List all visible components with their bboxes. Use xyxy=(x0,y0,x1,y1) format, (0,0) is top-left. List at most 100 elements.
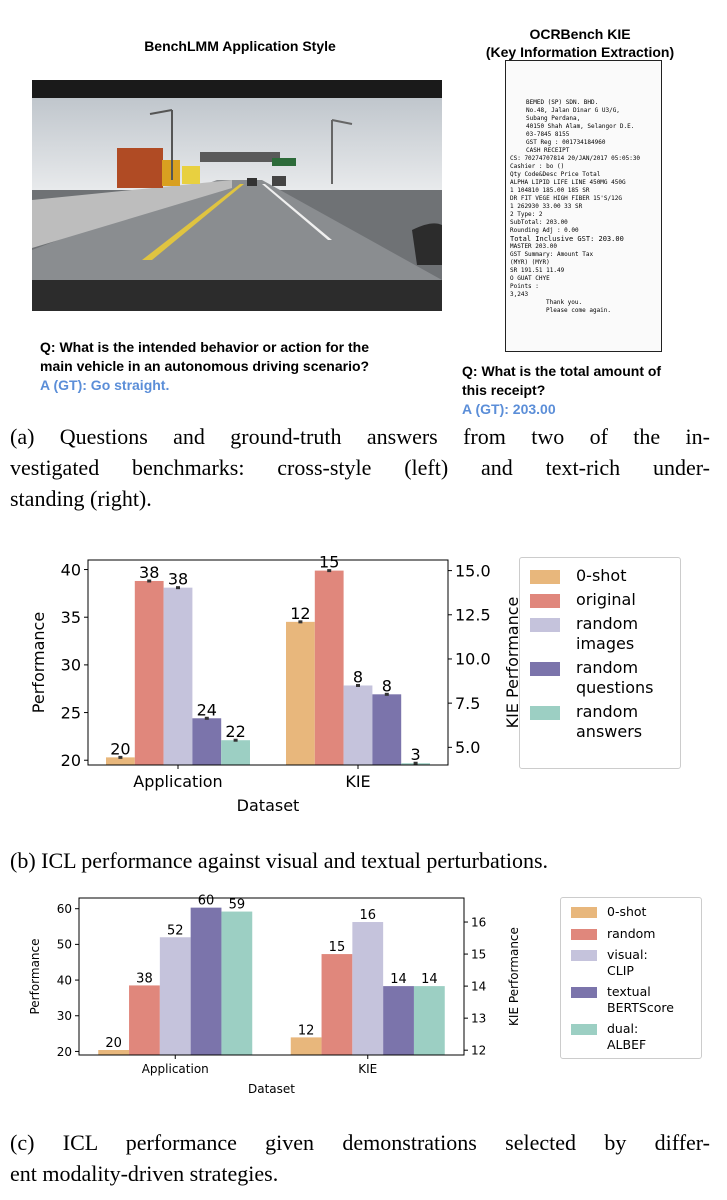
legend-label: dual: ALBEF xyxy=(607,1021,646,1052)
y-tick-label: 40 xyxy=(61,560,81,579)
caption-c-line2: ent modality-driven strategies. xyxy=(10,1161,279,1186)
receipt-line: 3,243 xyxy=(510,291,529,298)
legend-swatch xyxy=(530,570,560,584)
y-right-tick-label: 15 xyxy=(471,947,486,961)
caption-c-line1: (c) ICL performance given demonstrations… xyxy=(10,1130,710,1155)
receipt-line: GST Reg : 001734184960 xyxy=(526,139,606,146)
receipt-line: BEMED (SP) SDN. BHD. xyxy=(526,99,599,106)
caption-b: (b) ICL performance against visual and t… xyxy=(10,848,549,873)
y-right-tick-label: 5.0 xyxy=(455,738,480,757)
legend-label-line: images xyxy=(576,634,635,653)
caption-a-line2: vestigated benchmarks: cross-style (left… xyxy=(10,455,710,480)
bar-data-label: 22 xyxy=(225,722,245,741)
legend-item: random xyxy=(571,926,655,942)
right-image-title-line2: (Key Information Extraction) xyxy=(485,44,675,60)
legend-label-line: answers xyxy=(576,722,643,741)
y-tick-label: 30 xyxy=(61,656,81,675)
legend-label: random questions xyxy=(576,658,653,698)
receipt-line: 2 Type: 2 xyxy=(510,211,543,218)
bar-kie-3 xyxy=(383,986,414,1055)
bar-data-label: 59 xyxy=(229,898,246,913)
receipt-line: Please come again. xyxy=(546,307,612,314)
bar-data-label: 14 xyxy=(421,972,438,987)
y-right-tick-label: 12 xyxy=(471,1044,486,1058)
x-axis-label: Dataset xyxy=(237,796,300,815)
bar-kie-1 xyxy=(314,570,344,765)
left-question-line2: main vehicle in an autonomous driving sc… xyxy=(40,358,370,374)
receipt-line: 40150 Shah Alam, Selangor D.E. xyxy=(526,123,635,130)
right-answer: A (GT): 203.00 xyxy=(462,401,556,417)
y-tick-label: 20 xyxy=(61,751,81,770)
bar-kie-1 xyxy=(321,954,353,1055)
legend-label-line: original xyxy=(576,590,636,609)
bar-data-label: 8 xyxy=(353,667,363,686)
bar-data-label: 15 xyxy=(319,553,339,572)
caption-a-line3: standing (right). xyxy=(10,486,152,511)
receipt-line: Thank you. xyxy=(546,299,583,306)
bar-data-label: 38 xyxy=(139,563,159,582)
bar-application-2 xyxy=(159,937,191,1055)
y-right-tick-label: 13 xyxy=(471,1011,486,1025)
bar-data-label: 38 xyxy=(168,570,188,589)
legend-label: 0-shot xyxy=(607,904,646,920)
y-tick-label: 20 xyxy=(57,1045,72,1059)
y-tick-label: 40 xyxy=(57,973,72,987)
left-image-title: BenchLMM Application Style xyxy=(144,38,336,54)
x-tick-label: KIE xyxy=(358,1062,377,1076)
legend-label-line: ALBEF xyxy=(607,1036,647,1052)
legend-swatch xyxy=(571,987,597,998)
y-right-axis-label: KIE Performance xyxy=(503,597,522,729)
bar-data-label: 20 xyxy=(110,739,130,758)
legend-label: random answers xyxy=(576,702,642,742)
y-right-tick-label: 12.5 xyxy=(455,606,491,625)
y-tick-label: 60 xyxy=(57,902,72,916)
bar-application-4 xyxy=(221,740,250,765)
receipt-line: 03-7845 8155 xyxy=(526,131,570,138)
legend-label: random xyxy=(607,926,655,942)
receipt-line: Qty Code&Desc Price Total xyxy=(510,171,601,178)
legend-swatch xyxy=(530,706,560,720)
bar-kie-2 xyxy=(343,685,373,765)
legend-label-line: random xyxy=(576,614,639,633)
bar-data-label: 15 xyxy=(329,940,346,955)
y-tick-label: 35 xyxy=(61,608,81,627)
plot-frame xyxy=(78,897,465,1056)
receipt-image: BEMED (SP) SDN. BHD. No.48, Jalan Dinar G… xyxy=(505,60,662,352)
legend-label-line: random xyxy=(607,925,656,941)
receipt-line: MASTER 203.00 xyxy=(510,243,557,250)
legend-item: textual BERTScore xyxy=(571,984,674,1015)
receipt-line: CASH RECEIPT xyxy=(526,147,570,154)
legend-label-line: random xyxy=(576,658,639,677)
legend-item: random images xyxy=(530,614,638,654)
bar-data-label: 3 xyxy=(411,745,421,764)
receipt-line: 1 262930 33.00 33 SR xyxy=(510,203,583,210)
bar-application-3 xyxy=(190,907,222,1055)
plot-frame xyxy=(87,559,449,766)
legend-swatch xyxy=(571,950,597,961)
legend-label-line: dual: xyxy=(607,1021,639,1036)
receipt-line: No.48, Jalan Dinar G U3/G, xyxy=(526,107,620,114)
legend-label-line: BERTScore xyxy=(607,999,674,1015)
bar-application-1 xyxy=(134,580,164,765)
y-right-tick-label: 16 xyxy=(471,915,486,929)
receipt-line: 1 104810 185.00 185 SR xyxy=(510,187,590,194)
receipt-line: SubTotal: 203.00 xyxy=(510,219,568,226)
y-right-tick-label: 7.5 xyxy=(455,694,480,713)
y-tick-label: 25 xyxy=(61,703,81,722)
y-tick-label: 30 xyxy=(57,1009,72,1023)
legend-label-line: CLIP xyxy=(607,962,634,978)
bar-application-1 xyxy=(129,985,160,1055)
chart-b: 20 38 38 24 22 12 15 8 8 3 20 25 30 35 40 5.0 7.5 10.0 12.… xyxy=(29,553,522,815)
bar-data-label: 12 xyxy=(298,1023,315,1038)
bar-data-label: 24 xyxy=(197,700,217,719)
legend-label-line: visual: xyxy=(607,947,648,962)
legend-item: 0-shot xyxy=(571,904,646,920)
legend-swatch xyxy=(530,618,560,632)
receipt-line: ALPHA LIPID LIFE LINE 450MG 450G xyxy=(510,179,626,186)
legend-label: random images xyxy=(576,614,638,654)
right-question-line1: Q: What is the total amount of xyxy=(462,363,662,379)
y-right-tick-label: 10.0 xyxy=(455,650,491,669)
bar-data-label: 38 xyxy=(136,971,153,986)
legend-item: dual: ALBEF xyxy=(571,1021,646,1052)
legend-swatch xyxy=(530,594,560,608)
